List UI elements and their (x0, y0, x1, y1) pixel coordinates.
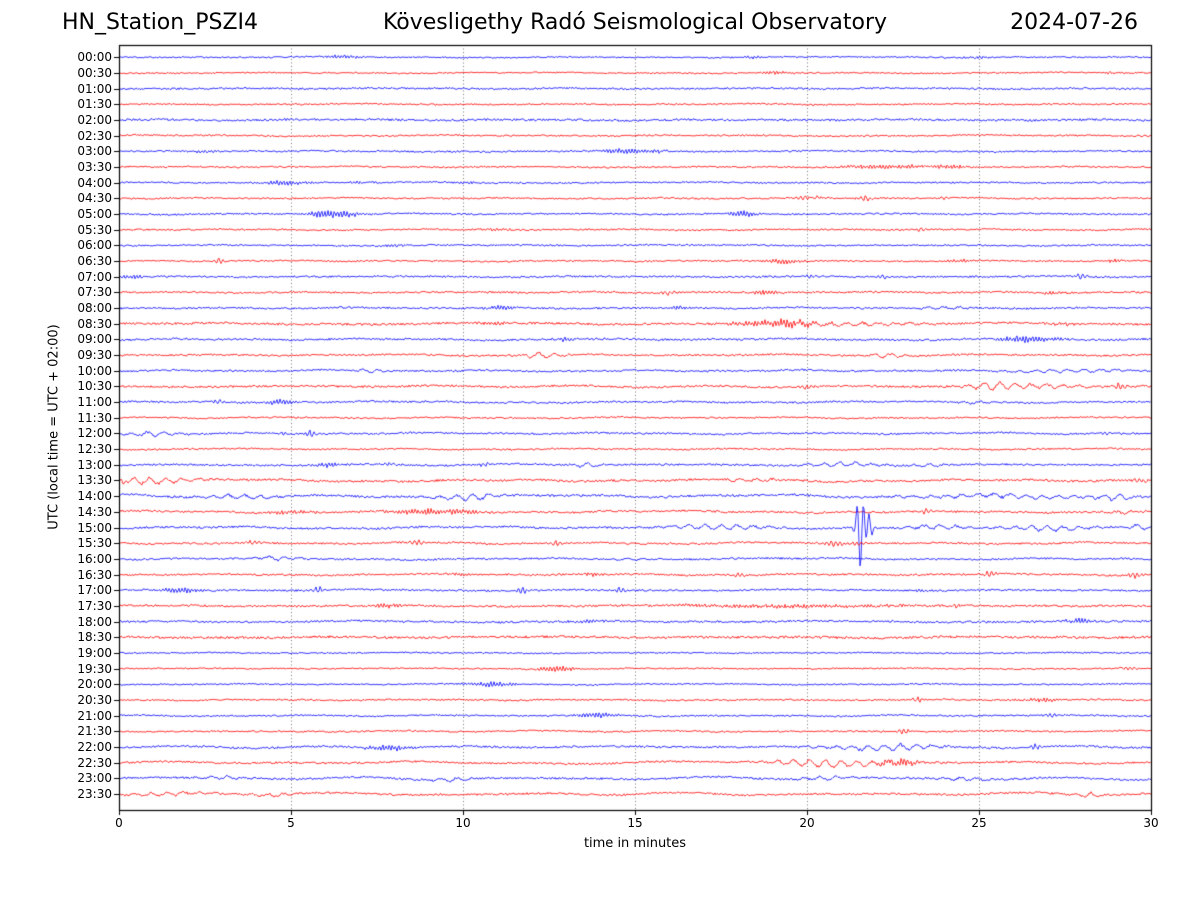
x-tick-label: 5 (287, 816, 295, 830)
y-tick-label: 17:00 (77, 583, 112, 598)
y-tick-label: 18:30 (77, 630, 112, 645)
y-tick-label: 16:30 (77, 567, 112, 582)
x-axis-label: time in minutes (583, 836, 687, 851)
y-tick-label: 13:30 (77, 473, 112, 488)
y-tick-label: 23:00 (77, 771, 112, 786)
y-tick-label: 05:00 (77, 206, 112, 221)
y-tick-label: 23:30 (77, 787, 112, 802)
y-tick-label: 12:30 (77, 442, 112, 457)
y-tick-label: 03:00 (77, 144, 112, 159)
y-tick-label: 00:00 (77, 50, 112, 65)
y-tick-label: 20:00 (77, 677, 112, 692)
y-tick-label: 08:30 (77, 316, 112, 331)
y-tick-label: 08:00 (77, 301, 112, 316)
y-tick-label: 14:00 (77, 489, 112, 504)
x-tick-label: 20 (799, 816, 815, 830)
y-tick-label: 00:30 (77, 65, 112, 80)
y-tick-label: 09:00 (77, 332, 112, 347)
date-title: 2024-07-26 (1010, 10, 1138, 35)
x-tick-label: 30 (1143, 816, 1159, 830)
y-tick-label: 06:30 (77, 254, 112, 268)
y-tick-label: 01:30 (77, 97, 112, 112)
x-tick-label: 15 (627, 816, 643, 830)
y-tick-label: 22:00 (77, 739, 112, 754)
y-tick-label: 04:30 (77, 191, 112, 206)
y-tick-label: 14:30 (77, 504, 112, 519)
y-tick-label: 10:30 (77, 379, 112, 394)
y-tick-label: 07:30 (77, 285, 112, 300)
y-tick-label: 22:30 (77, 755, 112, 770)
y-tick-label: 04:00 (77, 175, 112, 190)
x-tick-label: 0 (115, 816, 123, 830)
y-tick-label: 17:30 (77, 598, 112, 613)
y-tick-label: 03:30 (77, 159, 112, 174)
y-tick-label: 20:30 (77, 692, 112, 707)
y-tick-label: 13:00 (77, 457, 112, 472)
y-tick-label: 10:00 (77, 363, 112, 378)
y-tick-label: 21:30 (77, 724, 112, 739)
y-tick-label: 15:00 (77, 520, 112, 535)
y-tick-label: 11:00 (77, 395, 112, 410)
y-tick-label: 18:00 (77, 614, 112, 629)
station-title: HN_Station_PSZI4 (62, 10, 259, 35)
y-tick-label: 19:30 (77, 661, 112, 676)
y-tick-label: 06:00 (77, 238, 112, 253)
y-tick-label: 21:00 (77, 708, 112, 723)
x-tick-label: 10 (455, 816, 471, 830)
y-tick-label: 11:30 (77, 410, 112, 425)
y-tick-label: 05:30 (77, 222, 112, 237)
y-tick-label: 01:00 (77, 81, 112, 96)
y-tick-label: 09:30 (77, 348, 112, 363)
y-tick-label: 19:00 (77, 645, 112, 660)
y-tick-label: 12:00 (77, 426, 112, 441)
y-tick-label: 07:00 (77, 269, 112, 284)
y-tick-label: 16:00 (77, 551, 112, 566)
y-axis-label: UTC (local time = UTC + 02:00) (46, 324, 62, 530)
y-tick-label: 02:00 (77, 112, 112, 127)
y-tick-label: 15:30 (77, 536, 112, 551)
y-tick-label: 02:30 (77, 128, 112, 143)
x-tick-label: 25 (971, 816, 987, 830)
